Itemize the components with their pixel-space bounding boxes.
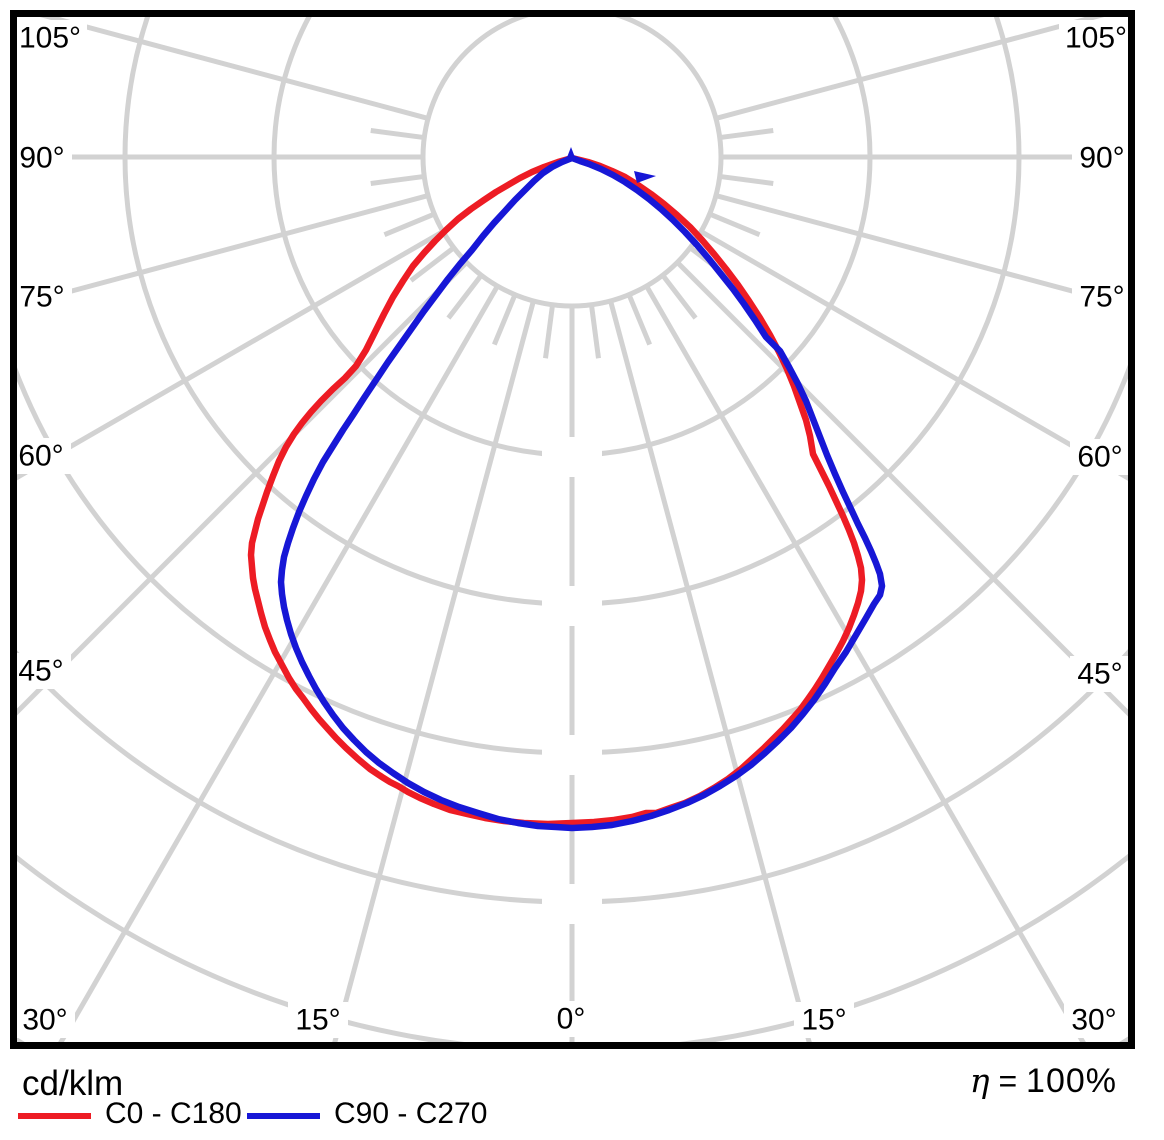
eta-value: 100% xyxy=(1026,1062,1117,1100)
angle-label: 60° xyxy=(1077,441,1122,474)
angle-label: 75° xyxy=(19,281,64,314)
angle-label-mask xyxy=(11,438,71,474)
grid-tick xyxy=(370,128,425,141)
grid-spoke xyxy=(332,300,536,1042)
legend-swatch-blue-line xyxy=(247,1112,320,1119)
grid-tick xyxy=(626,293,652,346)
angle-label-mask xyxy=(11,653,71,689)
radial-unit-label: cd/klm xyxy=(22,1064,124,1103)
angle-label-mask xyxy=(1070,439,1130,475)
ring-value-mask xyxy=(542,884,602,924)
grid-spoke xyxy=(17,260,469,716)
angle-label-mask xyxy=(12,140,72,176)
legend-item-c0-c180: C0 - C180 xyxy=(18,1097,242,1131)
angle-label: 90° xyxy=(1079,142,1124,175)
angle-label: 0° xyxy=(557,1003,586,1036)
angle-label-mask xyxy=(1072,279,1132,315)
grid-spoke xyxy=(715,193,1128,309)
grid-spoke xyxy=(699,229,1128,481)
legend-item-c90-c270: C90 - C270 xyxy=(247,1097,487,1131)
angle-label: 30° xyxy=(1071,1004,1116,1037)
angle-label: 90° xyxy=(19,142,64,175)
angle-label: 45° xyxy=(1077,658,1122,691)
angle-label-mask xyxy=(1072,140,1132,176)
grid-tick xyxy=(383,211,436,237)
angle-label-mask xyxy=(1064,1002,1124,1038)
legend-label-c90-c270: C90 - C270 xyxy=(334,1097,488,1130)
blue-kink-marker xyxy=(634,171,656,183)
legend-swatch-red-line xyxy=(18,1112,91,1119)
grid-tick xyxy=(719,173,774,186)
grid-tick xyxy=(708,211,761,237)
angle-label-mask xyxy=(1070,656,1130,692)
angle-label: 15° xyxy=(295,1004,340,1037)
plot-border xyxy=(10,10,1135,1049)
angle-label: 75° xyxy=(1079,281,1124,314)
angle-label-mask xyxy=(12,279,72,315)
blue-apex-spike xyxy=(566,147,576,160)
grid-tick xyxy=(543,304,556,359)
grid-tick xyxy=(446,273,484,320)
angle-label-mask xyxy=(549,1001,593,1037)
angle-label: 15° xyxy=(801,1004,846,1037)
grid-spoke xyxy=(39,17,429,121)
ring-value-mask xyxy=(542,437,602,477)
grid-tick xyxy=(588,304,601,359)
light-output-ratio: η = 100% xyxy=(970,1061,1117,1101)
angle-label-mask xyxy=(13,20,87,56)
grid-tick xyxy=(660,273,698,320)
angle-label: 105° xyxy=(1065,22,1127,55)
grid-tick xyxy=(409,245,456,283)
curve-c90-c270 xyxy=(277,154,886,832)
ring-value-mask xyxy=(542,586,602,626)
ring-value-mask xyxy=(542,735,602,775)
angle-label-mask xyxy=(1059,20,1133,56)
grid-spoke xyxy=(58,284,500,1042)
legend-label-c0-c180: C0 - C180 xyxy=(105,1097,242,1130)
grid-spoke xyxy=(17,193,429,309)
angle-label: 60° xyxy=(18,440,63,473)
angle-label-mask xyxy=(794,1002,854,1038)
angle-label: 105° xyxy=(19,22,81,55)
grid-spoke xyxy=(644,284,1086,1042)
grid-spoke xyxy=(17,229,445,481)
angle-label-mask xyxy=(288,1002,348,1038)
eta-equals: = xyxy=(989,1063,1027,1099)
angle-label-mask xyxy=(15,1002,75,1038)
eta-symbol: η xyxy=(969,1061,990,1100)
grid-tick xyxy=(370,173,425,186)
grid-tick xyxy=(492,293,518,346)
angle-label: 45° xyxy=(18,655,63,688)
angle-labels: 105° 90° 75° 60° 45° 105° 90° 75° 60° 45° 30° 15° 0°… xyxy=(11,20,1133,1038)
grid-tick xyxy=(719,128,774,141)
grid-spoke xyxy=(608,300,812,1042)
grid-spoke xyxy=(675,260,1128,717)
grid-spoke xyxy=(715,17,1105,121)
angle-label: 30° xyxy=(22,1004,67,1037)
